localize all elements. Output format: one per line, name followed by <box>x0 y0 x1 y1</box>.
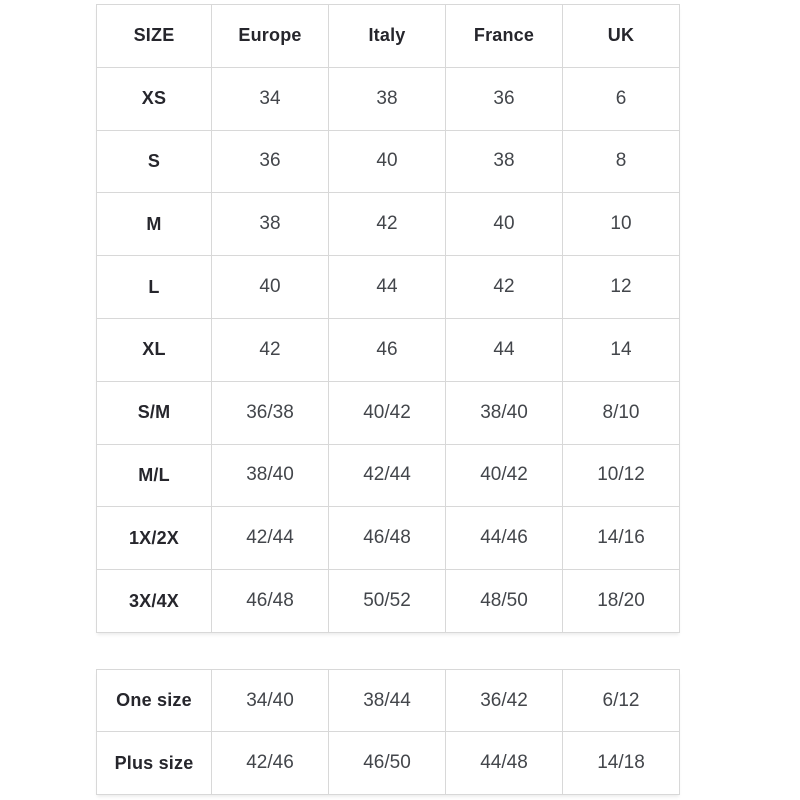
column-header-italy: Italy <box>328 4 446 68</box>
size-value-cell: 46 <box>328 317 446 382</box>
size-value-cell: 40 <box>328 129 446 194</box>
size-value-cell: 8 <box>562 129 680 194</box>
size-value-cell: 42 <box>445 255 563 319</box>
size-value-cell: 38/40 <box>445 380 563 445</box>
size-value-cell: 44/46 <box>445 506 563 571</box>
size-value-cell: 10 <box>562 192 680 257</box>
size-value-cell: 36 <box>211 129 329 194</box>
special-sizes-table: One size 34/40 38/44 36/42 6/12 Plus size 42/4… <box>96 668 680 795</box>
size-value-cell: 36/42 <box>445 668 563 733</box>
size-value-cell: 10/12 <box>562 443 680 508</box>
size-value-cell: 46/50 <box>328 731 446 795</box>
column-header-uk: UK <box>562 4 680 68</box>
table-header-row: SIZE Europe Italy France UK <box>96 4 680 68</box>
table-row: S/M 36/38 40/42 38/40 8/10 <box>96 380 680 445</box>
size-value-cell: 36 <box>445 66 563 131</box>
size-value-cell: 50/52 <box>328 569 446 633</box>
size-value-cell: 18/20 <box>562 569 680 633</box>
size-value-cell: 42 <box>328 192 446 257</box>
table-row: One size 34/40 38/44 36/42 6/12 <box>96 668 680 733</box>
size-value-cell: 38/40 <box>211 443 329 508</box>
size-label: S <box>96 129 212 194</box>
size-value-cell: 12 <box>562 255 680 319</box>
table-row: S 36 40 38 8 <box>96 129 680 194</box>
column-header-size: SIZE <box>96 4 212 68</box>
size-label: M/L <box>96 443 212 508</box>
size-conversion-table-body: XS 34 38 36 6 S 36 40 38 8 M 38 42 40 10 L 40 44 42 12 XL 42 4… <box>96 66 680 633</box>
size-value-cell: 38 <box>211 192 329 257</box>
size-value-cell: 8/10 <box>562 380 680 445</box>
size-label: L <box>96 255 212 319</box>
column-header-france: France <box>445 4 563 68</box>
size-value-cell: 42/44 <box>328 443 446 508</box>
size-value-cell: 42/44 <box>211 506 329 571</box>
size-value-cell: 46/48 <box>328 506 446 571</box>
size-label: M <box>96 192 212 257</box>
size-value-cell: 38 <box>328 66 446 131</box>
size-value-cell: 6 <box>562 66 680 131</box>
size-value-cell: 38 <box>445 129 563 194</box>
size-value-cell: 14/18 <box>562 731 680 795</box>
size-label: 1X/2X <box>96 506 212 571</box>
table-row: L 40 44 42 12 <box>96 255 680 319</box>
size-value-cell: 48/50 <box>445 569 563 633</box>
size-value-cell: 34/40 <box>211 668 329 733</box>
size-label: S/M <box>96 380 212 445</box>
size-value-cell: 40 <box>211 255 329 319</box>
size-value-cell: 44/48 <box>445 731 563 795</box>
size-chart-page: SIZE Europe Italy France UK XS 34 38 36 6 S 36… <box>0 4 800 800</box>
size-value-cell: 42 <box>211 317 329 382</box>
size-conversion-table: SIZE Europe Italy France UK XS 34 38 36 6 S 36… <box>96 4 680 633</box>
size-value-cell: 14/16 <box>562 506 680 571</box>
size-value-cell: 46/48 <box>211 569 329 633</box>
size-label: XS <box>96 66 212 131</box>
size-value-cell: 42/46 <box>211 731 329 795</box>
size-value-cell: 44 <box>445 317 563 382</box>
size-value-cell: 40/42 <box>328 380 446 445</box>
size-value-cell: 44 <box>328 255 446 319</box>
size-value-cell: 40/42 <box>445 443 563 508</box>
size-value-cell: 40 <box>445 192 563 257</box>
size-value-cell: 38/44 <box>328 668 446 733</box>
size-label: 3X/4X <box>96 569 212 633</box>
table-row: M 38 42 40 10 <box>96 192 680 257</box>
table-row: XL 42 46 44 14 <box>96 317 680 382</box>
column-header-europe: Europe <box>211 4 329 68</box>
special-sizes-table-body: One size 34/40 38/44 36/42 6/12 Plus size 42/4… <box>96 668 680 795</box>
table-row: 1X/2X 42/44 46/48 44/46 14/16 <box>96 506 680 571</box>
table-row: XS 34 38 36 6 <box>96 66 680 131</box>
table-row: 3X/4X 46/48 50/52 48/50 18/20 <box>96 569 680 633</box>
size-value-cell: 34 <box>211 66 329 131</box>
size-label: XL <box>96 317 212 382</box>
table-row: Plus size 42/46 46/50 44/48 14/18 <box>96 731 680 795</box>
table-row: M/L 38/40 42/44 40/42 10/12 <box>96 443 680 508</box>
size-value-cell: 36/38 <box>211 380 329 445</box>
size-value-cell: 6/12 <box>562 668 680 733</box>
size-value-cell: 14 <box>562 317 680 382</box>
size-label: Plus size <box>96 731 212 795</box>
size-label: One size <box>96 668 212 733</box>
